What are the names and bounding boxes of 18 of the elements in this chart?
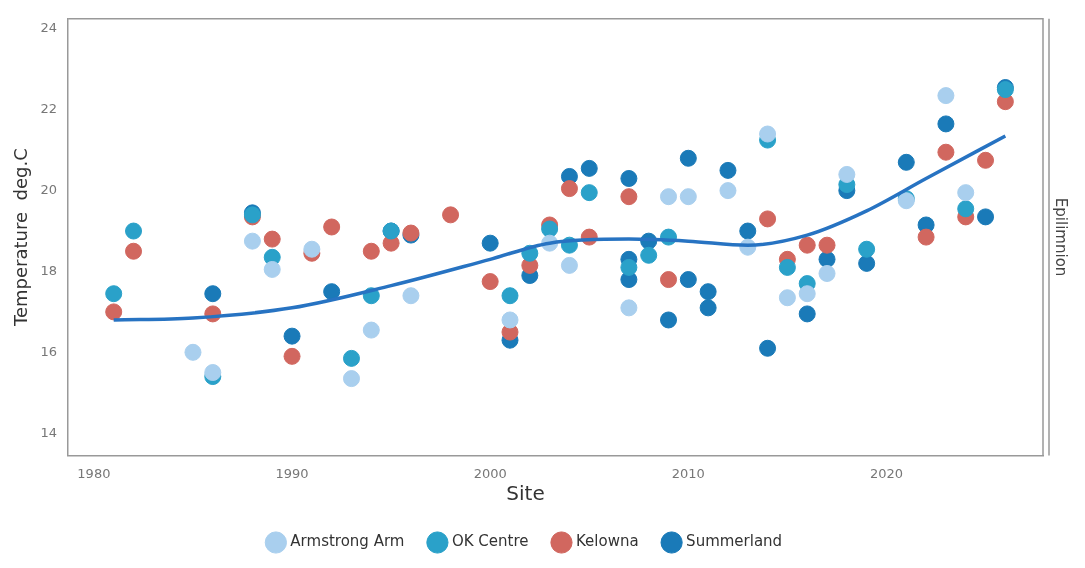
x-tick-label: 1990 (275, 465, 309, 481)
x-tick-label: 2020 (869, 465, 904, 481)
y-tick-label: 18 (40, 262, 58, 278)
y-tick-label: 22 (40, 101, 58, 117)
x-tick-label: 2000 (473, 465, 507, 481)
y-tick-label: 14 (40, 424, 58, 440)
y-tick-label: 20 (40, 181, 58, 197)
x-tick-label: 1980 (77, 465, 111, 481)
text: Epilimnion (1052, 197, 1071, 277)
legend-label: OK Centre (451, 532, 529, 551)
y-axis-title: Temperature deg.C (10, 148, 32, 327)
y-tick-label: 16 (40, 343, 58, 359)
x-tick-label: 2010 (671, 465, 705, 481)
legend-title: Site (506, 481, 545, 506)
legend-label: Summerland (686, 532, 783, 551)
legend-label: Armstrong Arm (290, 532, 405, 551)
legend-label: Kelowna (575, 532, 639, 551)
y-tick-label: 24 (40, 20, 58, 36)
